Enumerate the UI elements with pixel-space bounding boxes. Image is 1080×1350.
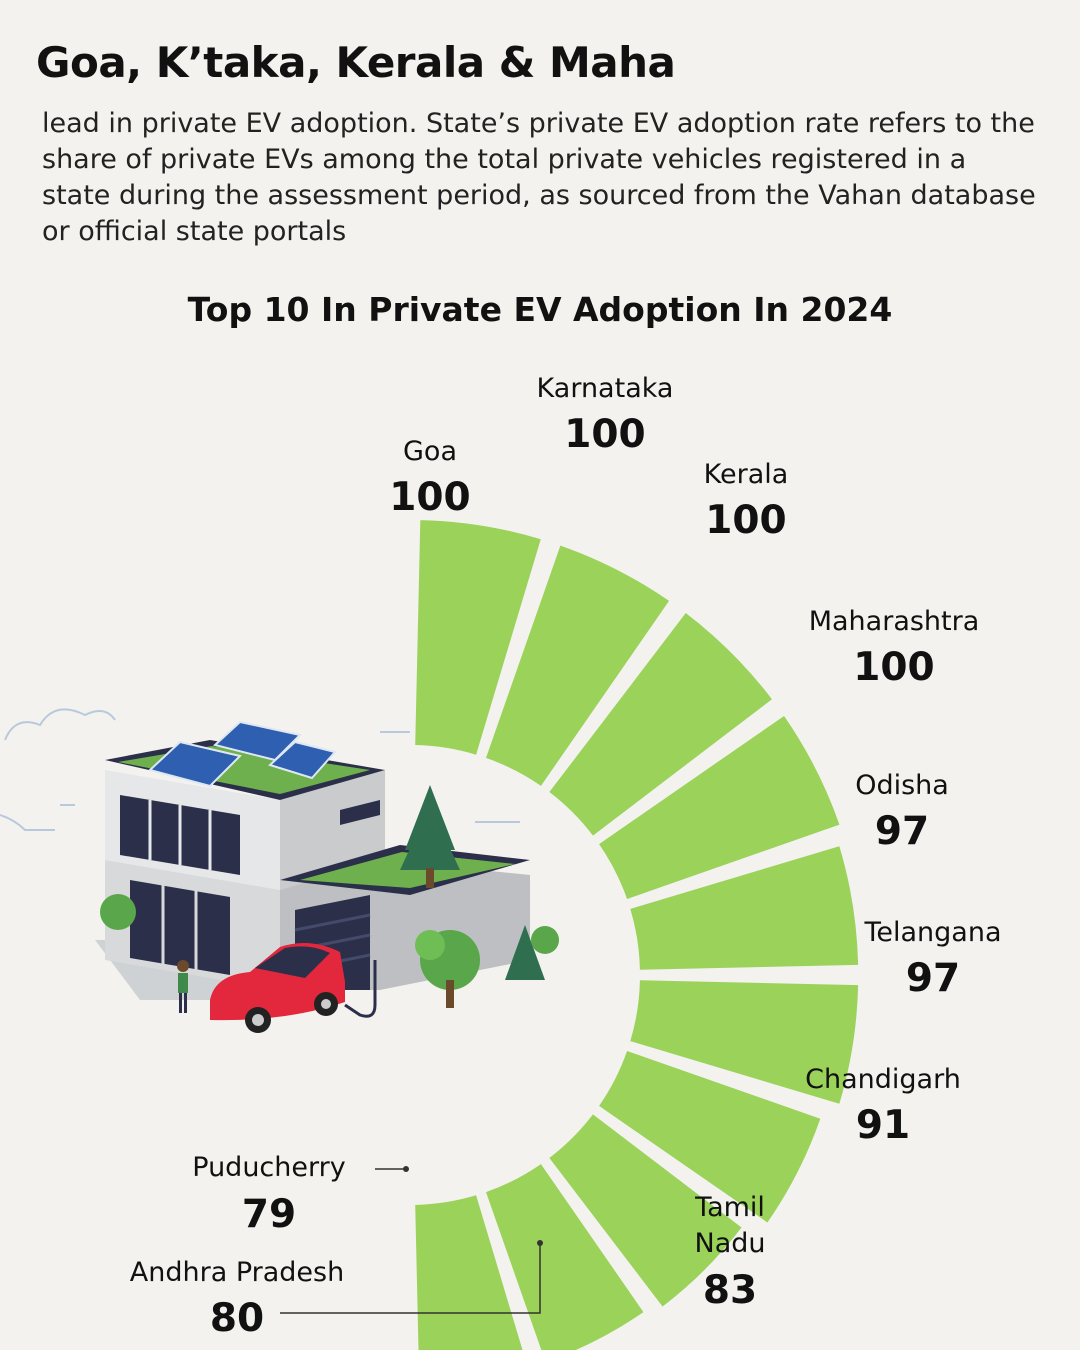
value-label: 100 (705, 498, 786, 543)
category-label-part: Tamil (694, 1192, 765, 1223)
bar-andhra-pradesh (486, 1164, 644, 1350)
chart-bars (415, 520, 859, 1350)
category-label: Puducherry (192, 1152, 345, 1183)
value-label: 97 (906, 956, 960, 1001)
category-label: Karnataka (537, 373, 674, 404)
subtext: lead in private EV adoption. State’s pri… (42, 108, 1036, 247)
value-label: 97 (875, 809, 929, 854)
category-label: Odisha (855, 770, 949, 801)
bar-chandigarh (599, 1051, 821, 1223)
category-label-part: Nadu (695, 1228, 766, 1259)
bar-puducherry (415, 1195, 523, 1350)
leader-dot (403, 1166, 409, 1172)
house-with-solar-panels-and-ev-charging-icon (0, 708, 559, 1033)
chart-labels: Goa 100 Karnataka 100 Kerala 100 Maharashtra 10… (130, 373, 1002, 1341)
leader-dot (537, 1240, 543, 1246)
category-label: Goa (403, 436, 457, 467)
value-label: 100 (853, 645, 934, 690)
category-label: Chandigarh (805, 1064, 961, 1095)
bar-odisha (630, 846, 859, 970)
bar-telangana (630, 980, 859, 1104)
category-label: Andhra Pradesh (130, 1257, 344, 1288)
bar-goa (415, 520, 541, 755)
value-label: 83 (703, 1268, 757, 1313)
bar-tamil-nadu (549, 1114, 742, 1307)
chart-title: Top 10 In Private EV Adoption In 2024 (187, 290, 893, 329)
leader-line-andhra-pradesh (280, 1243, 541, 1314)
bar-karnataka (486, 545, 670, 786)
value-label: 100 (564, 412, 645, 457)
value-label: 91 (856, 1103, 910, 1148)
value-label: 100 (389, 475, 470, 520)
headline: Goa, K’taka, Kerala & Maha (36, 38, 676, 87)
bar-kerala (549, 613, 772, 836)
value-label: 79 (242, 1192, 296, 1237)
category-label: Maharashtra (809, 606, 980, 637)
category-label: Kerala (704, 459, 789, 490)
category-label: Telangana (863, 917, 1001, 948)
bar-maharashtra (599, 715, 840, 899)
value-label: 80 (210, 1296, 264, 1341)
